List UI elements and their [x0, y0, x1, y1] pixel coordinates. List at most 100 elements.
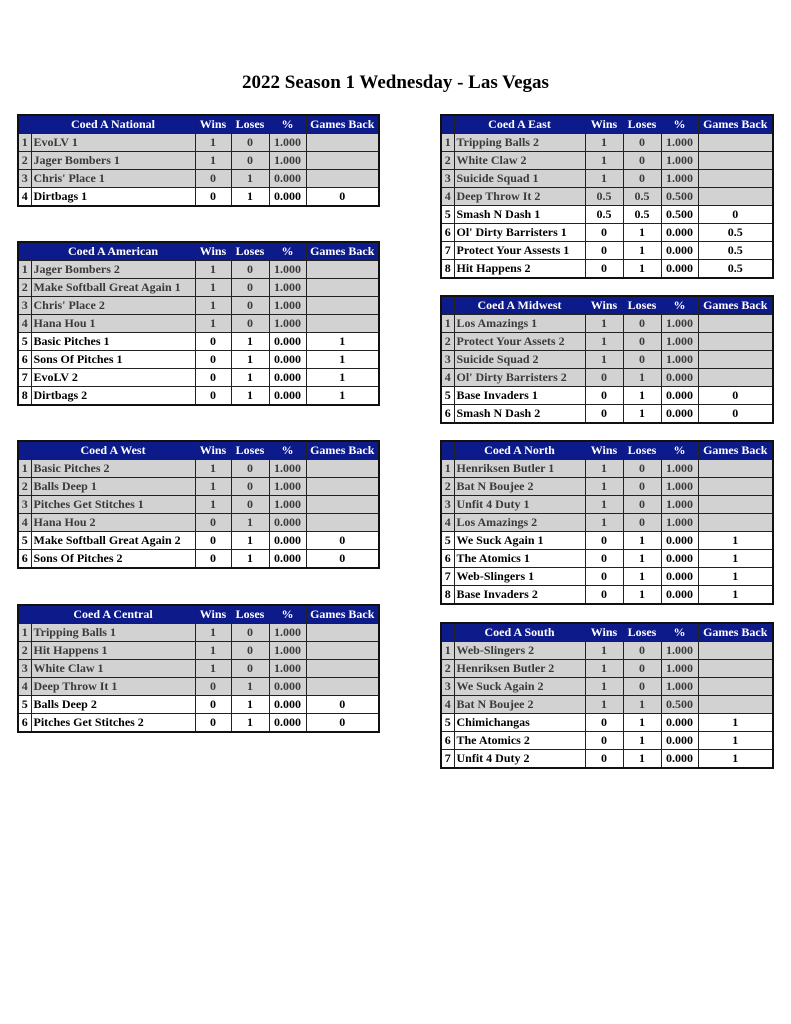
table-row: 5 Chimichangas 0 1 0.000 1	[440, 713, 774, 732]
team-name: EvoLV 1	[30, 133, 196, 152]
games-back-header: Games Back	[305, 440, 380, 460]
table-row: 3 Suicide Squad 2 1 0 1.000	[440, 350, 774, 369]
games-back: 1	[697, 749, 774, 769]
table-row: 7 Protect Your Assests 1 0 1 0.000 0.5	[440, 241, 774, 260]
wins: 1	[194, 495, 232, 514]
wins: 0	[194, 513, 232, 532]
header-row: Coed A American Wins Loses% Games Back	[17, 241, 380, 261]
pct: 1.000	[268, 623, 307, 642]
table-row: 6 Pitches Get Stitches 2 0 1 0.000 0	[17, 713, 380, 733]
loses: 0	[622, 133, 662, 152]
rank: 1	[440, 133, 455, 152]
wins: 1	[194, 477, 232, 496]
pct: 0.000	[268, 531, 307, 550]
pct: 0.000	[660, 531, 699, 550]
games-back	[305, 641, 380, 660]
team-name: Make Softball Great Again 2	[30, 531, 196, 550]
table-row: 1 Los Amazings 1 1 0 1.000	[440, 314, 774, 333]
table-row: 3 Suicide Squad 1 1 0 1.000	[440, 169, 774, 188]
rank: 3	[440, 350, 455, 369]
pct: 1.000	[660, 350, 699, 369]
team-name: Pitches Get Stitches 2	[30, 713, 196, 733]
table-row: 1 Basic Pitches 2 1 0 1.000	[17, 459, 380, 478]
loses: 1	[622, 695, 662, 714]
team-name: Web-Slingers 1	[453, 567, 586, 586]
games-back-header: Games Back	[305, 604, 380, 624]
pct: 1.000	[660, 133, 699, 152]
games-back	[697, 169, 774, 188]
loses: 0	[230, 314, 270, 333]
division-table-coed-a-east: Coed A East Wins Loses% Games Back 1 Tripping…	[440, 114, 774, 279]
wins-header: Wins	[194, 241, 232, 261]
team-name: Suicide Squad 1	[453, 169, 586, 188]
pct-header: %	[660, 295, 699, 315]
team-name: Protect Your Assests 1	[453, 241, 586, 260]
table-row: 3 Pitches Get Stitches 1 1 0 1.000	[17, 495, 380, 514]
pct: 0.000	[660, 749, 699, 769]
division-table-coed-a-midwest: Coed A Midwest Wins Loses% Games Back 1 Los A…	[440, 295, 774, 424]
rank-header	[440, 622, 455, 642]
table-row: 1 Web-Slingers 2 1 0 1.000	[440, 641, 774, 660]
loses: 1	[622, 404, 662, 424]
wins: 1	[584, 695, 624, 714]
table-row: 8 Dirtbags 2 0 1 0.000 1	[17, 386, 380, 406]
rank: 7	[440, 567, 455, 586]
rank: 3	[17, 169, 32, 188]
table-row: 8 Base Invaders 2 0 1 0.000 1	[440, 585, 774, 605]
team-name: Unfit 4 Duty 2	[453, 749, 586, 769]
rank: 4	[17, 314, 32, 333]
wins: 0	[194, 531, 232, 550]
rank: 1	[440, 314, 455, 333]
table-row: 4 Los Amazings 2 1 0 1.000	[440, 513, 774, 532]
loses: 0	[230, 278, 270, 297]
pct: 0.500	[660, 205, 699, 224]
team-name: Chris' Place 2	[30, 296, 196, 315]
loses-header: Loses	[622, 114, 662, 134]
team-name: Henriksen Butler 1	[453, 459, 586, 478]
team-name: Hit Happens 1	[30, 641, 196, 660]
team-name: Protect Your Assets 2	[453, 332, 586, 351]
games-back: 0.5	[697, 241, 774, 260]
table-row: 6 Sons Of Pitches 1 0 1 0.000 1	[17, 350, 380, 369]
pct: 1.000	[660, 677, 699, 696]
team-name: Make Softball Great Again 1	[30, 278, 196, 297]
header-row: Coed A North Wins Loses% Games Back	[440, 440, 774, 460]
pct: 0.000	[660, 585, 699, 605]
loses: 0	[230, 133, 270, 152]
table-row: 5 Base Invaders 1 0 1 0.000 0	[440, 386, 774, 405]
rank: 2	[17, 151, 32, 170]
games-back-header: Games Back	[305, 241, 380, 261]
games-back: 1	[305, 332, 380, 351]
pct-header: %	[268, 604, 307, 624]
table-row: 4 Deep Throw It 1 0 1 0.000	[17, 677, 380, 696]
loses: 1	[622, 549, 662, 568]
pct: 1.000	[660, 459, 699, 478]
games-back: 1	[305, 350, 380, 369]
pct-header: %	[268, 440, 307, 460]
loses: 1	[622, 368, 662, 387]
wins: 0.5	[584, 205, 624, 224]
table-row: 4 Bat N Boujee 2 1 1 0.500	[440, 695, 774, 714]
team-name: We Suck Again 1	[453, 531, 586, 550]
games-back-header: Games Back	[697, 295, 774, 315]
wins: 0	[584, 368, 624, 387]
rank: 1	[17, 133, 32, 152]
wins: 1	[584, 151, 624, 170]
games-back: 1	[697, 531, 774, 550]
table-row: 6 The Atomics 1 0 1 0.000 1	[440, 549, 774, 568]
wins: 0	[194, 713, 232, 733]
pct-header: %	[660, 114, 699, 134]
games-back	[305, 296, 380, 315]
team-name: Pitches Get Stitches 1	[30, 495, 196, 514]
games-back	[697, 677, 774, 696]
team-name: Sons Of Pitches 2	[30, 549, 196, 569]
games-back: 0	[305, 713, 380, 733]
loses: 0	[622, 641, 662, 660]
games-back	[697, 513, 774, 532]
wins: 0	[584, 259, 624, 279]
pct: 0.000	[660, 223, 699, 242]
games-back: 0	[697, 205, 774, 224]
games-back: 0	[697, 386, 774, 405]
loses: 1	[230, 513, 270, 532]
